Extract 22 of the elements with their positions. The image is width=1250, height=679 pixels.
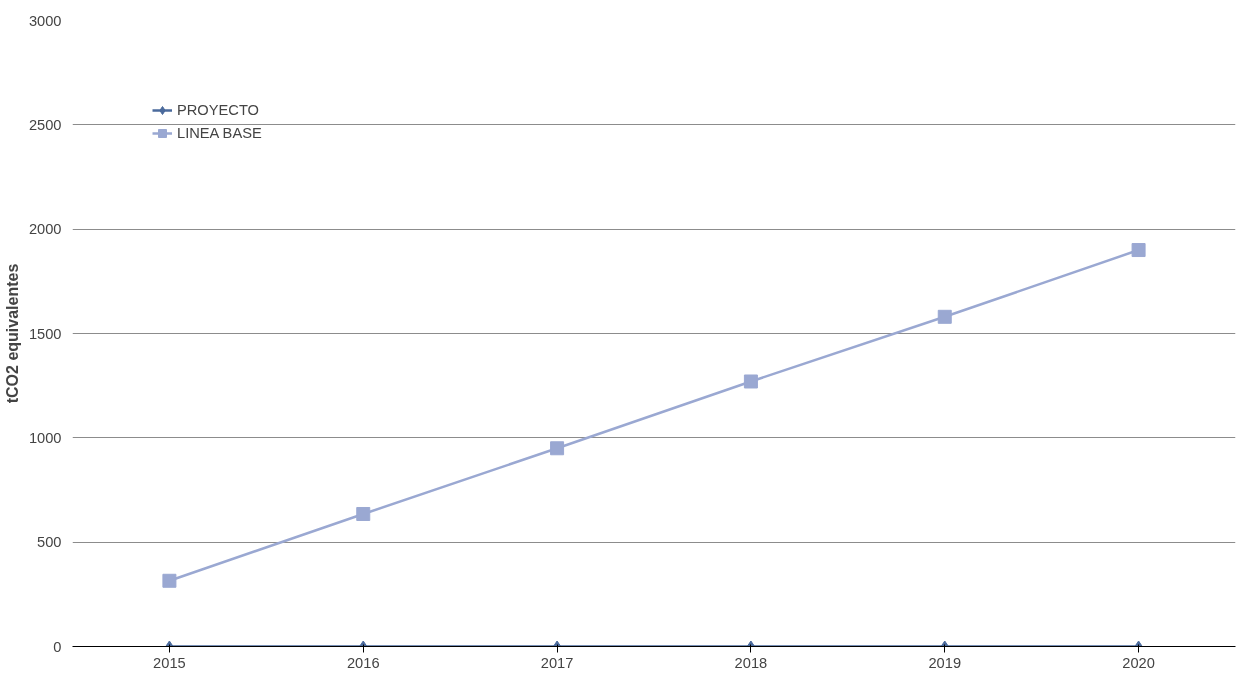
y-tick-label: 1000: [28, 429, 62, 446]
y-axis-title: tCO2 equivalentes: [3, 263, 21, 404]
y-tick-label: 1500: [28, 325, 62, 342]
x-tick-label: 2020: [1122, 654, 1155, 671]
legend-label: LINEA BASE: [177, 125, 262, 141]
y-tick-label: 0: [53, 638, 62, 655]
point: [937, 309, 952, 324]
point: [1131, 243, 1146, 258]
point: [550, 441, 565, 456]
point: [356, 507, 371, 521]
y-tick-label: 500: [37, 534, 62, 551]
point: [743, 374, 758, 389]
legend-label: PROYECTO: [177, 102, 259, 118]
point: [162, 573, 177, 588]
y-tick-label: 3000: [28, 12, 62, 29]
x-tick-label: 2017: [540, 654, 574, 671]
y-tick-label: 2500: [28, 116, 62, 133]
x-tick-label: 2016: [346, 654, 380, 671]
y-tick-label: 2000: [28, 221, 62, 238]
x-tick-label: 2015: [153, 654, 186, 671]
x-tick-label: 2018: [734, 654, 768, 671]
x-tick-label: 2019: [928, 654, 962, 671]
